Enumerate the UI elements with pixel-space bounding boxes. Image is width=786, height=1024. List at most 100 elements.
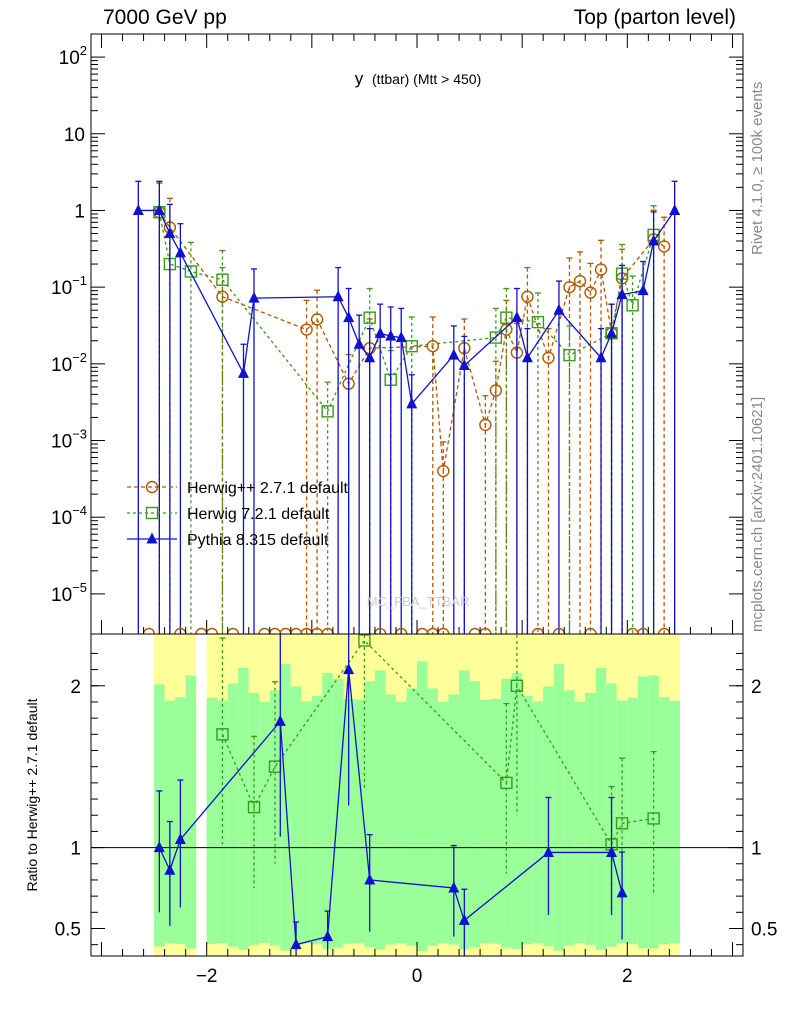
ratio-x-tick-label: 2 <box>622 966 633 987</box>
legend-label: Herwig 7.2.1 default <box>187 506 330 523</box>
chart-text: y (ttbar) (Mtt > 450) MC_FBA_TTBAR Ratio… <box>24 69 481 892</box>
main-herwigpp-floor-point <box>226 627 240 634</box>
ratio-pythia-point <box>616 886 628 898</box>
main-pythia-point <box>353 337 365 349</box>
axes: 102 10 1 10−1 10−2 10−3 10−4 10−5 −2 0 2 2 2 1 1 0.5 0.5 <box>51 34 777 987</box>
band-green <box>522 695 533 945</box>
main-herwigpp-floor-point <box>300 627 313 634</box>
main-plot-data <box>132 180 681 634</box>
main-herwigpp-point <box>657 240 671 253</box>
band-green <box>658 697 670 945</box>
main-herwigpp-floor-point <box>657 627 671 634</box>
main-pythia-point <box>174 246 186 258</box>
main-herwigpp-floor-point <box>310 627 324 634</box>
legend-marker <box>145 506 159 520</box>
ratio-pythia-point <box>153 841 165 853</box>
ratio-pythia-point <box>322 930 334 942</box>
band-green <box>574 701 586 944</box>
main-herwigpp-floor-point <box>142 627 156 634</box>
main-herwigpp-point <box>521 290 534 303</box>
band-green <box>280 664 291 951</box>
main-pythia-point <box>364 351 376 363</box>
main-pythia-point <box>164 227 176 239</box>
legend-label: Pythia 8.315 default <box>187 532 329 549</box>
main-herwigpp-floor-point <box>636 627 650 634</box>
main-herwig7-point <box>500 311 513 324</box>
main-herwig7-point <box>184 265 198 278</box>
band-green <box>553 664 565 951</box>
main-herwigpp-point <box>563 280 576 294</box>
main-y-tick-label: 1 <box>74 201 85 222</box>
band-green <box>385 694 396 945</box>
ratio-pythia-point <box>606 845 618 857</box>
band-green <box>627 697 638 944</box>
main-herwigpp-floor-point <box>552 627 566 634</box>
ratio-herwig7-point <box>510 679 524 692</box>
main-herwigpp-floor-point <box>468 627 482 634</box>
band-green <box>616 700 628 944</box>
band-green <box>238 667 249 950</box>
main-herwigpp-floor-point <box>289 627 303 634</box>
main-herwigpp-floor-point <box>258 627 271 634</box>
band-green <box>269 690 281 946</box>
main-pythia-point <box>511 311 523 323</box>
main-pythia-point <box>237 366 249 378</box>
chart-title-main: y <box>355 69 364 88</box>
ratio-x-tick-label: −2 <box>196 966 218 987</box>
main-pythia-point <box>448 348 460 360</box>
ratio-pythia-point <box>290 938 302 950</box>
main-herwig7-point <box>563 348 576 362</box>
main-pythia-point <box>248 291 260 303</box>
main-pythia-point <box>616 288 628 300</box>
band-green <box>417 661 428 952</box>
main-herwigpp-floor-point <box>426 627 439 634</box>
band-green <box>227 683 239 947</box>
band-green <box>259 701 270 944</box>
main-herwigpp-floor-point <box>174 627 187 634</box>
band-green <box>322 672 333 949</box>
main-herwigpp-point <box>573 274 587 288</box>
watermark: MC_FBA_TTBAR <box>367 594 470 609</box>
main-y-tick-label: 102 <box>59 43 87 69</box>
main-herwigpp-point <box>542 351 555 364</box>
ratio-herwig7-point <box>647 812 660 825</box>
ratio-y-tick-label-left: 2 <box>70 677 81 698</box>
main-herwigpp-floor-point <box>626 627 639 634</box>
header-right: Top (parton level) <box>573 6 736 29</box>
band-green <box>490 698 502 944</box>
main-herwigpp-floor-point <box>195 627 208 634</box>
band-green <box>395 701 407 944</box>
band-green <box>301 701 312 944</box>
main-herwigpp-floor-point <box>395 627 408 634</box>
band-green <box>480 699 491 944</box>
main-herwigpp-floor-point <box>205 627 219 634</box>
main-herwigpp-floor-point <box>584 627 597 634</box>
main-pythia-point <box>669 203 681 215</box>
ratio-herwig7-line <box>221 639 654 846</box>
main-herwig7-point <box>216 273 229 286</box>
legend: Herwig++ 2.7.1 default Herwig 7.2.1 defau… <box>127 480 349 549</box>
main-y-tick-label: 10−1 <box>51 273 87 299</box>
main-pythia-point <box>374 326 386 338</box>
band-green <box>332 678 344 948</box>
legend-marker <box>146 532 158 544</box>
main-y-tick-label: 10−2 <box>51 350 87 376</box>
band-green <box>637 676 649 949</box>
band-green <box>206 697 218 944</box>
ratio-herwig7-point <box>216 728 229 741</box>
legend-marker <box>145 480 159 494</box>
band-green <box>595 667 607 950</box>
svg-text:y (ttbar) (Mtt > 450): y (ttbar) (Mtt > 450) <box>355 69 482 88</box>
main-herwig7-point <box>489 331 503 344</box>
main-herwigpp-floor-point <box>531 627 545 634</box>
main-herwigpp-floor-point <box>321 627 334 634</box>
main-herwigpp-point <box>489 384 503 397</box>
ratio-y-tick-label-left: 1 <box>70 839 81 860</box>
main-herwigpp-floor-point <box>279 627 292 634</box>
main-herwig7-point <box>321 405 334 418</box>
ratio-y-tick-label-right: 1 <box>751 839 762 860</box>
band-green <box>343 698 354 944</box>
main-pythia-point <box>637 284 649 296</box>
main-y-tick-label: 10−4 <box>51 503 87 529</box>
